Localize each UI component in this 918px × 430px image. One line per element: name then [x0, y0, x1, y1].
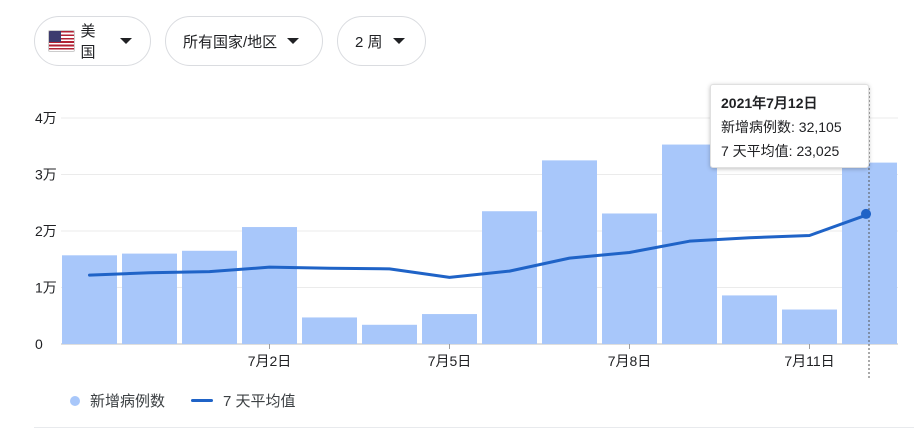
bar: [542, 160, 597, 344]
bar: [242, 227, 297, 344]
tooltip-cases: 新增病例数: 32,105: [721, 119, 842, 135]
bar: [482, 211, 537, 344]
bar: [182, 250, 237, 344]
period-select[interactable]: 2 周: [337, 16, 426, 66]
legend-line-swatch: [191, 399, 214, 402]
x-tick-label: 7月2日: [248, 353, 292, 369]
country-select[interactable]: 美国: [34, 16, 151, 66]
line-series: [88, 212, 871, 279]
bar: [62, 255, 117, 344]
bar: [302, 317, 357, 344]
chevron-down-icon: [120, 38, 132, 44]
bar: [122, 253, 177, 344]
bar: [422, 314, 477, 344]
period-label: 2 周: [355, 33, 383, 51]
x-tick-label: 7月11日: [784, 353, 834, 369]
y-tick-label: 2万: [35, 223, 57, 239]
chevron-down-icon: [287, 38, 300, 44]
bar: [602, 213, 657, 344]
chevron-down-icon: [392, 38, 405, 44]
x-tick-label: 7月5日: [428, 353, 472, 369]
tooltip-average: 7 天平均值: 23,025: [721, 143, 840, 159]
y-axis: 0 1万 2万 3万 4万: [35, 110, 57, 352]
divider: [34, 427, 914, 428]
bar: [722, 295, 777, 344]
legend-bar-swatch: [70, 395, 80, 406]
bar: [782, 309, 837, 344]
y-tick-label: 0: [35, 336, 43, 352]
legend-line-label: 7 天平均值: [223, 393, 296, 410]
y-tick-label: 1万: [35, 280, 57, 296]
chart-tooltip: 2021年7月12日 新增病例数: 32,105 7 天平均值: 23,025: [710, 84, 869, 168]
tooltip-date: 2021年7月12日: [721, 95, 818, 111]
y-tick-label: 4万: [35, 110, 57, 126]
us-flag-icon: [48, 30, 75, 52]
region-select[interactable]: 所有国家/地区: [165, 16, 323, 66]
chart-legend: 新增病例数 7 天平均值: [70, 390, 296, 411]
y-tick-label: 3万: [35, 167, 57, 183]
hover-cursor: [861, 88, 871, 380]
x-tick-label: 7月8日: [608, 353, 652, 369]
highlight-point: [861, 208, 871, 219]
filter-bar: 美国 所有国家/地区 2 周: [34, 16, 426, 66]
region-label: 所有国家/地区: [183, 33, 278, 51]
x-axis: 7月2日 7月5日 7月8日 7月11日: [248, 344, 835, 369]
legend-bar-label: 新增病例数: [90, 393, 166, 410]
average-line: [88, 212, 871, 279]
country-label: 美国: [80, 23, 96, 61]
bar: [362, 324, 417, 344]
